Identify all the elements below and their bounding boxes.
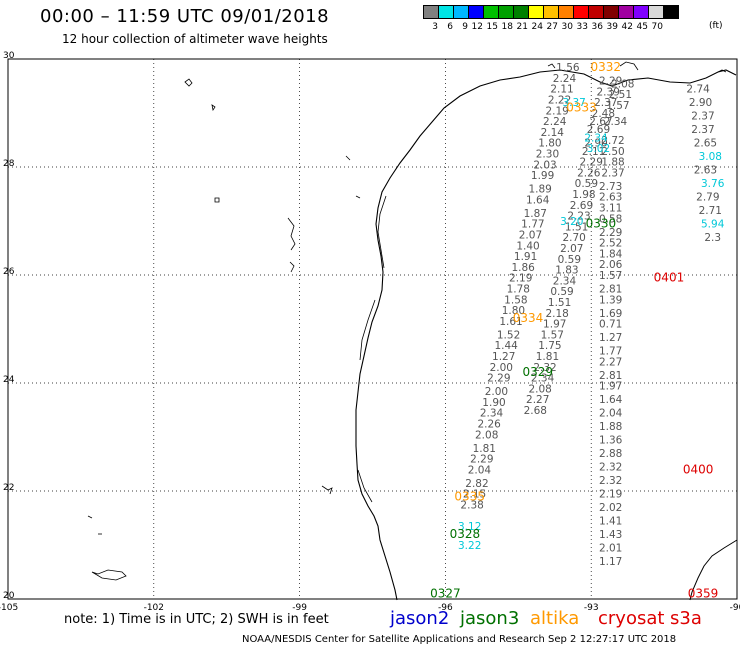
pass-time-label: 0333 — [566, 101, 597, 115]
lon-tick-label: -90 — [730, 603, 740, 613]
wave-height-value: 3.02 — [587, 143, 610, 155]
lat-tick-label: 30 — [3, 51, 15, 61]
lat-tick-label: 20 — [3, 591, 15, 601]
wave-height-value: 2.79 — [696, 192, 719, 204]
footnote: note: 1) Time is in UTC; 2) SWH is in fe… — [64, 612, 329, 627]
wave-height-value: 2.37 — [691, 111, 714, 123]
pass-time-label: 0335 — [454, 489, 485, 503]
wave-height-value: 2.01 — [599, 543, 622, 555]
wave-height-value: 1.57 — [606, 100, 629, 112]
pass-time-label: 0330 — [586, 217, 617, 231]
wave-height-value: 2.02 — [599, 502, 622, 514]
wave-height-value: 1.88 — [599, 421, 622, 433]
lat-tick-label: 24 — [3, 375, 15, 385]
wave-height-value: 2.71 — [699, 205, 722, 217]
inland-features — [88, 62, 726, 580]
pass-time-label: 0328 — [450, 527, 481, 541]
wave-height-value: 2.63 — [694, 165, 717, 177]
pass-time-label: 0401 — [654, 271, 685, 285]
wave-height-value: 5.94 — [701, 219, 725, 231]
wave-height-value: 2.37 — [601, 167, 624, 179]
pass-time-label: 0329 — [522, 365, 553, 379]
wave-height-value: 2.68 — [524, 405, 547, 417]
credit-footer: NOAA/NESDIS Center for Satellite Applica… — [242, 634, 676, 645]
wave-height-value: 1.57 — [599, 270, 622, 282]
wave-height-value: 2.74 — [686, 84, 710, 96]
wave-height-map: -105-102-99-96-93-90302826242220 1.562.2… — [0, 0, 740, 650]
wave-height-value: 3.76 — [701, 178, 725, 190]
wave-height-value: 1.17 — [599, 556, 622, 568]
wave-height-value: 2.32 — [599, 462, 622, 474]
wave-height-value: 2.19 — [599, 489, 622, 501]
barrier-islands — [358, 196, 386, 502]
wave-height-value: 3.22 — [458, 540, 481, 552]
wave-height-value: 2.08 — [475, 429, 498, 441]
legend-jason2: jason2 — [390, 608, 449, 629]
legend-altika: altika — [530, 608, 579, 629]
wave-height-value: 1.97 — [599, 381, 622, 393]
lat-tick-label: 26 — [3, 267, 15, 277]
wave-height-value: 1.27 — [599, 332, 622, 344]
wave-height-value: 2.32 — [599, 475, 622, 487]
lon-tick-label: -105 — [0, 603, 18, 613]
wave-height-value: 2.37 — [691, 124, 714, 136]
wave-height-value: 2.90 — [689, 97, 712, 109]
wave-height-value: 1.99 — [531, 170, 554, 182]
wave-height-value: 2.27 — [599, 356, 622, 368]
wave-height-value: 1.64 — [599, 394, 623, 406]
wave-height-value: 2.34 — [604, 116, 628, 128]
lat-tick-label: 22 — [3, 483, 14, 493]
wave-height-value: 2.3 — [704, 232, 721, 244]
wave-height-value: 2.88 — [599, 448, 622, 460]
legend-jason3: jason3 — [460, 608, 519, 629]
wave-height-value: 3.08 — [699, 151, 722, 163]
pass-time-label: 0327 — [430, 587, 461, 601]
plot-frame — [8, 59, 737, 599]
wave-height-value: 0.71 — [599, 319, 622, 331]
wave-height-value: 1.64 — [526, 194, 550, 206]
lat-tick-label: 28 — [3, 159, 15, 169]
pass-time-label: 0334 — [513, 311, 544, 325]
lon-tick-label: -93 — [584, 603, 599, 613]
pass-time-label: 0332 — [591, 60, 622, 74]
wave-height-value: 3.20 — [560, 216, 583, 228]
wave-height-value: 1.39 — [599, 294, 622, 306]
wave-height-value: 1.41 — [599, 516, 622, 528]
pass-times: 0332 0333 0330 0401 0334 0329 0400 0335 0328 0327… — [430, 60, 718, 601]
legend-s3a: s3a — [670, 608, 702, 629]
wave-height-value: 2.04 — [599, 408, 623, 420]
wave-height-value: 2.65 — [694, 138, 717, 150]
wave-height-value: 1.43 — [599, 529, 622, 541]
wave-height-value: 2.29 — [487, 373, 510, 385]
pass-time-label: 0359 — [688, 587, 719, 601]
legend-cryosat: cryosat — [598, 608, 664, 629]
wave-height-value: 1.36 — [599, 435, 623, 447]
wave-height-value: 2.04 — [468, 464, 492, 476]
pass-time-label: 0400 — [683, 462, 714, 476]
